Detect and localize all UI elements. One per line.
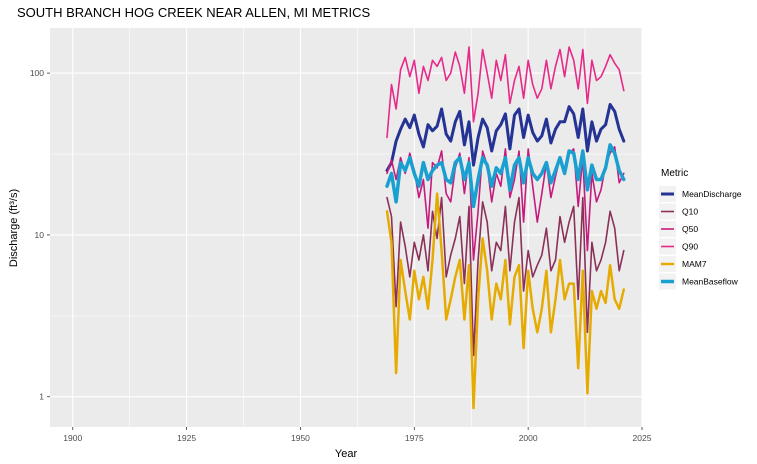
- chart-title: SOUTH BRANCH HOG CREEK NEAR ALLEN, MI ME…: [17, 5, 371, 20]
- x-tick-label: 2000: [519, 433, 538, 443]
- legend-label: Q50: [682, 224, 698, 234]
- legend: Metric MeanDischarge Q10 Q50 Q90 MAM7 MeanBas…: [659, 168, 742, 290]
- grid-major: [50, 28, 643, 427]
- legend-item-mam7: MAM7: [659, 256, 707, 272]
- legend-item-meandischarge: MeanDischarge: [659, 186, 742, 202]
- x-axis: 1900 1925 1950 1975 2000 2025: [63, 427, 652, 443]
- legend-item-meanbaseflow: MeanBaseflow: [659, 273, 739, 290]
- y-axis: 1 10 100: [30, 68, 50, 402]
- x-tick-label: 1900: [63, 433, 82, 443]
- legend-label: MeanBaseflow: [682, 277, 739, 287]
- legend-label: MAM7: [682, 259, 707, 269]
- legend-label: Q90: [682, 242, 698, 252]
- series-line-q90: [386, 46, 625, 139]
- series-line-meanbaseflow: [385, 143, 626, 209]
- y-tick-label: 10: [35, 230, 45, 240]
- legend-item-q50: Q50: [659, 221, 698, 237]
- y-tick-label: 1: [39, 392, 44, 402]
- x-axis-title: Year: [335, 448, 358, 460]
- series-line-q10: [386, 196, 625, 357]
- x-tick-label: 2025: [633, 433, 652, 443]
- series-layer: [385, 46, 626, 410]
- x-tick-label: 1950: [291, 433, 310, 443]
- plot-panel: [50, 28, 642, 427]
- series-line-mam7: [385, 192, 626, 410]
- legend-label: Q10: [682, 207, 698, 217]
- series-line-meandischarge: [385, 103, 626, 172]
- legend-label: MeanDischarge: [682, 189, 742, 199]
- legend-items: MeanDischarge Q10 Q50 Q90 MAM7 MeanBaseflow: [659, 186, 742, 290]
- legend-title: Metric: [661, 168, 688, 179]
- series-line-q50: [386, 146, 625, 261]
- legend-item-q10: Q10: [659, 203, 698, 220]
- x-tick-label: 1975: [405, 433, 424, 443]
- y-tick-label: 100: [30, 68, 44, 78]
- x-tick-label: 1925: [177, 433, 196, 443]
- y-axis-title: Discharge (ft³/s): [8, 189, 20, 267]
- legend-item-q90: Q90: [659, 238, 698, 255]
